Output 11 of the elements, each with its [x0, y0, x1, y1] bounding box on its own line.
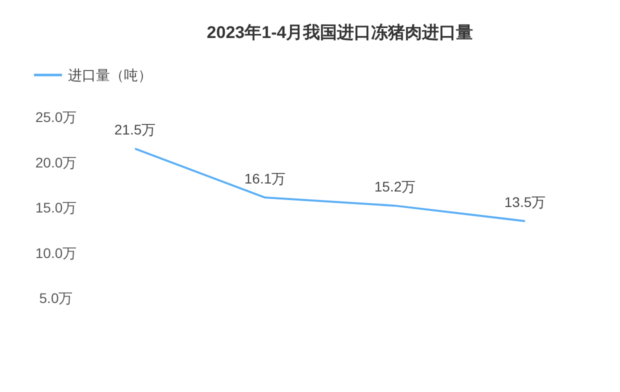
legend-label: 进口量（吨）	[68, 67, 152, 83]
data-label: 21.5万	[114, 122, 156, 138]
y-tick-label: 10.0万	[35, 244, 77, 261]
y-tick-label: 20.0万	[35, 154, 77, 170]
y-tick-label: 25.0万	[35, 109, 77, 125]
y-tick-label: 5.0万	[39, 290, 73, 306]
data-label: 13.5万	[504, 194, 546, 210]
y-tick-label: 15.0万	[35, 200, 77, 216]
chart-title: 2023年1-4月我国进口冻猪肉进口量	[206, 23, 474, 42]
data-label: 15.2万	[374, 178, 416, 195]
data-label: 16.1万	[244, 170, 286, 187]
